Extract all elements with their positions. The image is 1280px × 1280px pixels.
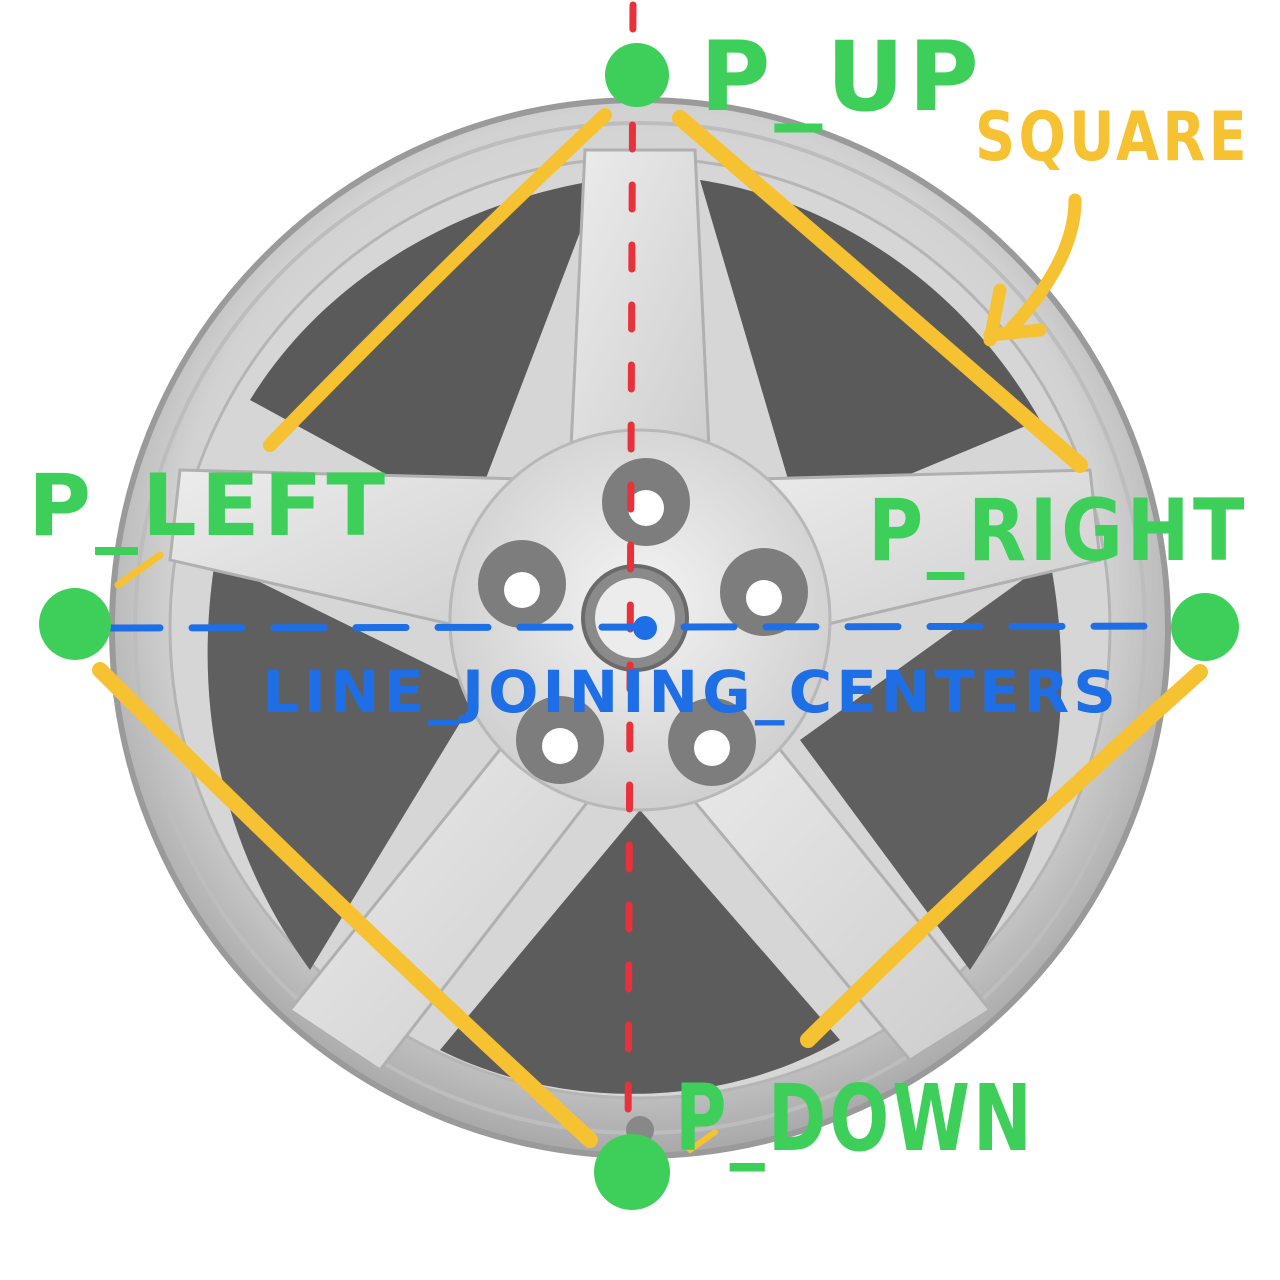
label-p-up: P_UP [700,21,983,133]
point-up [605,43,669,107]
point-left [39,588,111,660]
vertical-center-line [624,1,637,1144]
lug-hole [478,540,566,628]
point-down [594,1134,670,1210]
wheel-windows [207,180,1062,1094]
point-right [1171,593,1239,661]
lug-holes [478,458,808,786]
label-p-left: P_LEFT [28,456,389,556]
lug-hole [516,696,604,784]
square-outline [92,108,1208,1153]
label-line-joining-centers: LINE_JOINING_CENTERS [262,658,1120,726]
square-arrow [983,193,1082,347]
center-point [633,616,657,640]
lug-hole [668,698,756,786]
label-p-right: P_RIGHT [868,481,1248,581]
lug-hole [602,458,690,546]
lug-hole [720,548,808,636]
label-p-down: P_DOWN [675,1065,1035,1172]
line-joining-centers [106,622,1244,632]
label-square: SQUARE [975,98,1250,177]
